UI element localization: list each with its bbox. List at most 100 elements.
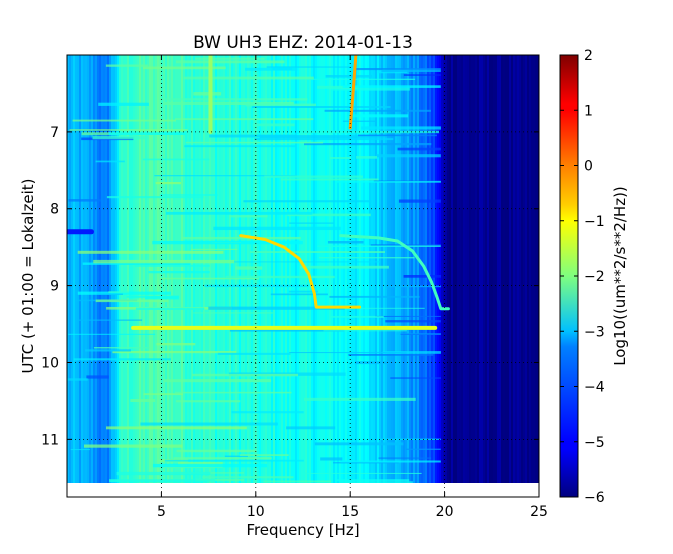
heatmap-column (69, 55, 72, 497)
chart-title: BW UH3 EHZ: 2014-01-13 (193, 33, 413, 53)
heatmap-column (95, 55, 98, 497)
heatmap-streak (69, 129, 188, 131)
heatmap-streak (182, 236, 301, 240)
heatmap-streak (95, 160, 125, 163)
heatmap-streak (289, 352, 407, 354)
heatmap-column (493, 55, 496, 497)
x-tick-label: 10 (247, 504, 265, 520)
heatmap-column (339, 55, 342, 497)
heatmap-streak (243, 200, 372, 203)
heatmap-streak (252, 106, 391, 108)
heatmap-column (201, 55, 204, 497)
heatmap-column (469, 55, 472, 497)
colorbar-tick-label: 1 (584, 103, 593, 119)
heatmap-column (173, 55, 176, 497)
heatmap-column (119, 55, 122, 497)
heatmap-streak (126, 295, 180, 298)
heatmap-streak (333, 462, 399, 464)
heatmap-column (131, 55, 134, 497)
heatmap-streak (406, 448, 441, 450)
colorbar-label: Log10((um**2/s**2/Hz)) (611, 186, 629, 366)
heatmap-streak (300, 265, 389, 269)
heatmap-streak (303, 397, 416, 401)
heatmap-column (475, 55, 478, 497)
heatmap-streak (304, 143, 432, 146)
heatmap-streak (330, 315, 384, 318)
heatmap-streak (164, 459, 304, 462)
heatmap-streak (185, 141, 324, 144)
heatmap-streak (108, 132, 186, 135)
heatmap-column (509, 55, 512, 497)
heatmap-column (441, 55, 444, 497)
heatmap-streak (342, 85, 441, 88)
heatmap-column (345, 55, 348, 497)
heatmap-column (135, 55, 138, 497)
heatmap-column (115, 55, 118, 497)
heatmap-column (143, 55, 146, 497)
heatmap-column (177, 55, 180, 497)
heatmap-streak (159, 194, 218, 196)
heatmap-streak (288, 290, 318, 293)
heatmap-streak (254, 138, 394, 141)
heatmap-column (351, 55, 354, 497)
heatmap-column (451, 55, 454, 497)
heatmap-column (85, 55, 88, 497)
heatmap-streak (235, 266, 263, 270)
heatmap-streak (317, 245, 441, 247)
heatmap-column (373, 55, 376, 497)
heatmap-column (109, 55, 112, 497)
heatmap-column (75, 55, 78, 497)
heatmap-column (455, 55, 458, 497)
grid-lines (67, 55, 539, 497)
heatmap-streak (209, 134, 296, 138)
heatmap-streak (239, 454, 289, 456)
heatmap-column (481, 55, 484, 497)
heatmap-column (389, 55, 392, 497)
heatmap-streak (229, 329, 345, 332)
heatmap-streak (140, 422, 278, 426)
heatmap-column (81, 55, 84, 497)
heatmap-column (73, 55, 76, 497)
heatmap-column (167, 55, 170, 497)
heatmap-column (113, 55, 116, 497)
heatmap-column (117, 55, 120, 497)
heatmap-column (153, 55, 156, 497)
heatmap-column (107, 55, 110, 497)
heatmap-column (445, 55, 448, 497)
heatmap-column (393, 55, 396, 497)
heatmap-streak (152, 463, 268, 468)
heatmap-column (163, 55, 166, 497)
heatmap-streak (229, 215, 268, 218)
heatmap-column (491, 55, 494, 497)
heatmap-streak (287, 213, 371, 217)
heatmap-column (221, 55, 224, 497)
heatmap-column (223, 55, 226, 497)
heatmap-streak (375, 315, 441, 317)
heatmap-column (497, 55, 500, 497)
heatmap-streak (75, 319, 143, 321)
heatmap-column (513, 55, 516, 497)
heatmap-column (169, 55, 172, 497)
heatmap-streak (286, 426, 336, 430)
heatmap-streak (166, 211, 313, 215)
heatmap-column (483, 55, 486, 497)
colorbar-tick-label: 2 (584, 48, 593, 64)
heatmap-column (521, 55, 524, 497)
heatmap-column (399, 55, 402, 497)
heatmap-column (187, 55, 190, 497)
heatmap-column (179, 55, 182, 497)
heatmap-column (147, 55, 150, 497)
heatmap-streak (348, 354, 434, 356)
heatmap-column (501, 55, 504, 497)
y-tick-label: 8 (50, 202, 59, 218)
y-tick-label: 7 (50, 125, 59, 141)
heatmap-streak (176, 449, 257, 453)
colorbar-tick-label: −1 (584, 214, 605, 230)
heatmap-column (517, 55, 520, 497)
heatmap-column (337, 55, 340, 497)
heatmap-streak (68, 199, 101, 202)
heatmap-streak (112, 351, 237, 354)
heatmap-streak (340, 460, 441, 463)
heatmap-column (195, 55, 198, 497)
heatmap-streak (178, 461, 223, 466)
